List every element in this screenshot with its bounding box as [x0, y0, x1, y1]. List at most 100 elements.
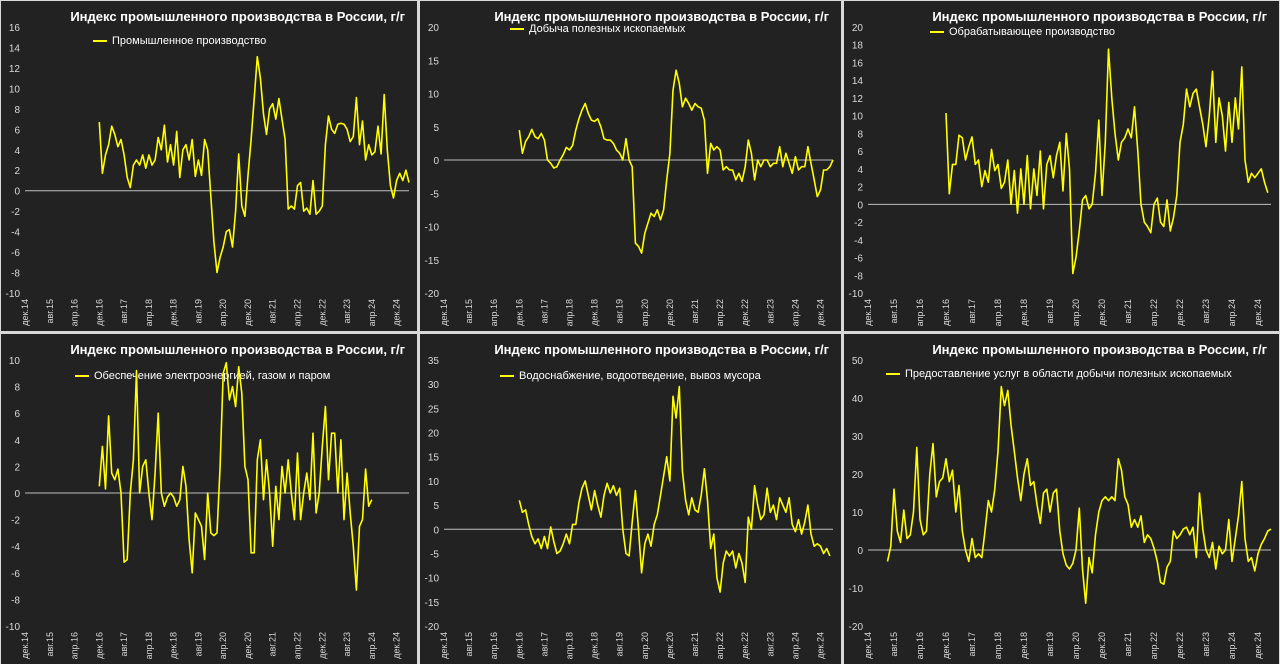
chart-legend: Добыча полезных ископаемых [510, 23, 685, 35]
y-tick-label: 20 [852, 23, 864, 34]
y-tick-label: -6 [11, 248, 20, 259]
chart-panel-6: Индекс промышленного производства в Росс… [844, 334, 1279, 664]
chart-panel-3: Индекс промышленного производства в Росс… [844, 1, 1279, 331]
x-tick-label: апр.24 [1227, 299, 1237, 326]
legend-label: Промышленное производство [112, 35, 267, 47]
y-tick-label: 40 [852, 394, 864, 405]
chart-panel-5: Индекс промышленного производства в Росс… [420, 334, 841, 664]
chart-legend: Обрабатывающее производство [930, 26, 1115, 38]
chart-title: Индекс промышленного производства в Росс… [932, 342, 1267, 357]
x-tick-label: авг.15 [464, 299, 474, 323]
y-tick-label: 0 [857, 200, 863, 211]
x-tick-label: авг.19 [1045, 299, 1055, 323]
legend-label: Предоставление услуг в области добычи по… [905, 368, 1232, 380]
x-tick-label: дек.20 [665, 632, 675, 659]
x-tick-label: дек.20 [1097, 299, 1107, 326]
x-tick-label: апр.16 [70, 632, 80, 659]
x-tick-label: дек.22 [740, 632, 750, 659]
y-tick-label: 10 [428, 90, 440, 101]
x-tick-label: апр.20 [1071, 299, 1081, 326]
x-tick-label: апр.18 [993, 299, 1003, 326]
chart-panel-1: Индекс промышленного производства в Росс… [1, 1, 417, 331]
x-tick-label: дек.24 [392, 632, 402, 659]
series-line [945, 48, 1269, 275]
y-tick-label: -6 [11, 569, 20, 580]
x-tick-label: апр.16 [915, 299, 925, 326]
y-tick-label: -2 [854, 218, 863, 229]
x-tick-label: авг.17 [119, 632, 129, 656]
x-tick-label: авг.19 [1045, 632, 1055, 656]
x-tick-label: апр.18 [993, 632, 1003, 659]
y-tick-label: 4 [14, 146, 20, 157]
x-tick-label: дек.18 [1019, 299, 1029, 326]
x-tick-label: апр.20 [218, 299, 228, 326]
legend-swatch [75, 375, 89, 377]
line-chart-industrial-production: -10 -8 -6 -4 -2 0 2 4 6 8 10 12 14 16 дек.14 авг.15 апр.… [6, 23, 410, 326]
legend-swatch [93, 40, 107, 42]
legend-swatch [500, 375, 514, 377]
x-tick-label: дек.14 [863, 299, 873, 326]
y-tick-label: 12 [9, 64, 21, 75]
x-tick-label: апр.22 [293, 632, 303, 659]
y-tick-label: -6 [854, 254, 863, 265]
legend-swatch [886, 373, 900, 375]
x-tick-label: апр.18 [564, 299, 574, 326]
x-tick-label: авг.17 [967, 299, 977, 323]
y-tick-label: 30 [852, 432, 864, 443]
x-tick-label: дек.14 [20, 632, 30, 659]
x-tick-label: дек.16 [514, 299, 524, 326]
x-tick-label: авг.19 [615, 632, 625, 656]
x-tick-label: дек.24 [815, 632, 825, 659]
x-tick-label: дек.20 [665, 299, 675, 326]
x-tick-label: апр.20 [640, 299, 650, 326]
legend-label: Обеспечение электроэнергией, газом и пар… [94, 370, 331, 382]
x-tick-label: авг.23 [1201, 632, 1211, 656]
chart-legend: Предоставление услуг в области добычи по… [886, 368, 1232, 380]
y-tick-label: 8 [857, 129, 863, 140]
x-tick-label: апр.24 [790, 299, 800, 326]
line-chart-electricity: -10 -8 -6 -4 -2 0 2 4 6 8 10 дек.14 авг.15 апр.16 дек.… [6, 356, 409, 659]
y-tick-label: -20 [425, 289, 440, 300]
y-tick-label: 12 [852, 94, 864, 105]
y-tick-label: 5 [433, 501, 439, 512]
x-tick-label: авг.15 [464, 632, 474, 656]
chart-legend: Водоснабжение, водоотведение, вывоз мусо… [500, 370, 761, 382]
y-tick-label: -20 [425, 622, 440, 633]
y-tick-label: 18 [852, 41, 864, 52]
y-tick-label: 6 [857, 147, 863, 158]
x-tick-label: дек.14 [439, 299, 449, 326]
y-tick-label: -2 [11, 207, 20, 218]
chart-panel-4: Индекс промышленного производства в Росс… [1, 334, 417, 664]
x-tick-label: апр.16 [915, 632, 925, 659]
line-chart-mining: -20 -15 -10 -5 0 5 10 15 20 дек.14 авг.15 апр.16 дек… [425, 23, 834, 326]
y-tick-label: -10 [425, 223, 440, 234]
y-tick-label: 16 [852, 58, 864, 69]
x-tick-label: авг.21 [690, 632, 700, 656]
x-tick-label: апр.16 [489, 299, 499, 326]
legend-swatch [930, 31, 944, 33]
x-tick-label: апр.20 [640, 632, 650, 659]
x-tick-label: дек.22 [317, 632, 327, 659]
y-tick-label: -4 [11, 542, 20, 553]
y-tick-label: -10 [6, 289, 21, 300]
y-tick-label: 50 [852, 356, 864, 367]
chart-title: Индекс промышленного производства в Росс… [70, 342, 405, 357]
x-tick-label: дек.18 [590, 299, 600, 326]
x-tick-label: авг.15 [45, 299, 55, 323]
y-tick-label: 0 [857, 546, 863, 557]
x-tick-label: авг.23 [765, 299, 775, 323]
y-tick-label: 35 [428, 356, 440, 367]
x-tick-label: апр.20 [218, 632, 228, 659]
y-tick-label: 10 [9, 356, 21, 367]
y-tick-label: 10 [852, 112, 864, 123]
y-tick-label: -5 [430, 549, 439, 560]
x-tick-label: авг.23 [342, 632, 352, 656]
x-tick-label: апр.24 [790, 632, 800, 659]
series-line [886, 385, 1272, 605]
y-tick-label: 30 [428, 380, 440, 391]
y-tick-label: 15 [428, 56, 440, 67]
x-tick-label: дек.20 [243, 299, 253, 326]
y-tick-label: -2 [11, 516, 20, 527]
y-tick-label: 4 [857, 165, 863, 176]
x-tick-label: авг.15 [889, 632, 899, 656]
